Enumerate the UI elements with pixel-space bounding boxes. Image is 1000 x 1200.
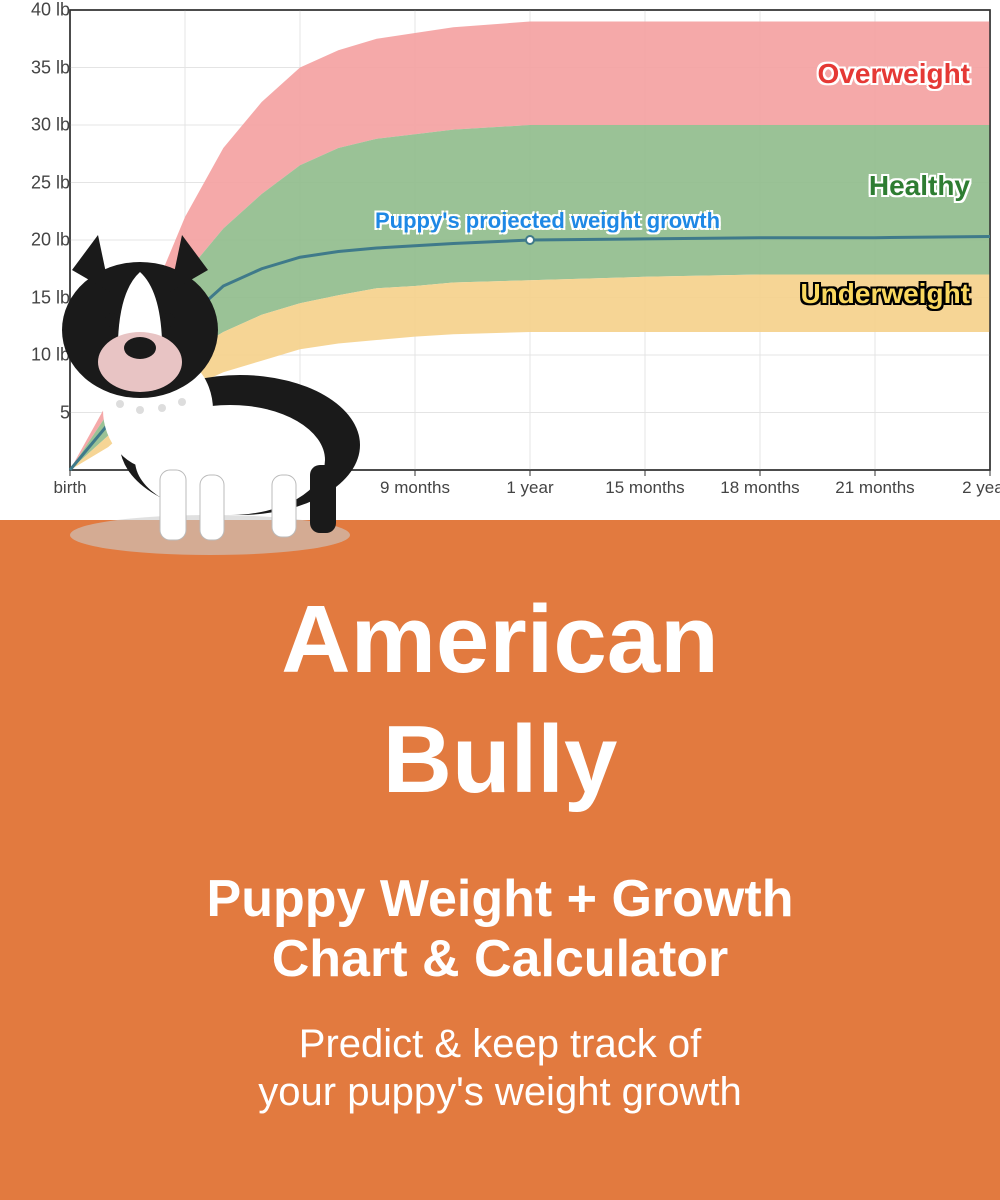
banner-title: American Bully: [0, 580, 1000, 820]
x-tick-label: 15 months: [605, 478, 684, 498]
x-tick-label: 1 year: [506, 478, 553, 498]
y-tick-label: 25 lb: [10, 172, 70, 193]
subtitle-line1: Puppy Weight + Growth: [207, 870, 794, 928]
overweight-label: Overweight: [818, 58, 970, 90]
x-tick-label: 18 months: [720, 478, 799, 498]
title-line2: Bully: [383, 706, 618, 813]
growth-chart: Overweight Healthy Underweight Puppy's pro…: [0, 0, 1000, 520]
x-tick-label: 21 months: [835, 478, 914, 498]
tagline-line1: Predict & keep track of: [299, 1022, 701, 1066]
banner-subtitle: Puppy Weight + Growth Chart & Calculator: [0, 870, 1000, 990]
title-banner: American Bully Puppy Weight + Growth Cha…: [0, 520, 1000, 1200]
y-tick-label: 30 lb: [10, 115, 70, 136]
page-container: Overweight Healthy Underweight Puppy's pro…: [0, 0, 1000, 1200]
underweight-label: Underweight: [800, 278, 970, 310]
healthy-label: Healthy: [869, 170, 970, 202]
subtitle-line2: Chart & Calculator: [272, 930, 729, 988]
title-line1: American: [281, 586, 719, 693]
y-tick-label: 40 lb: [10, 0, 70, 21]
dog-illustration: [10, 200, 390, 560]
y-tick-label: 35 lb: [10, 57, 70, 78]
tagline-line2: your puppy's weight growth: [258, 1070, 741, 1114]
x-tick-label: 9 months: [380, 478, 450, 498]
banner-tagline: Predict & keep track of your puppy's wei…: [0, 1020, 1000, 1116]
x-tick-label: 2 years: [962, 478, 1000, 498]
projected-line-label: Puppy's projected weight growth: [375, 208, 720, 234]
